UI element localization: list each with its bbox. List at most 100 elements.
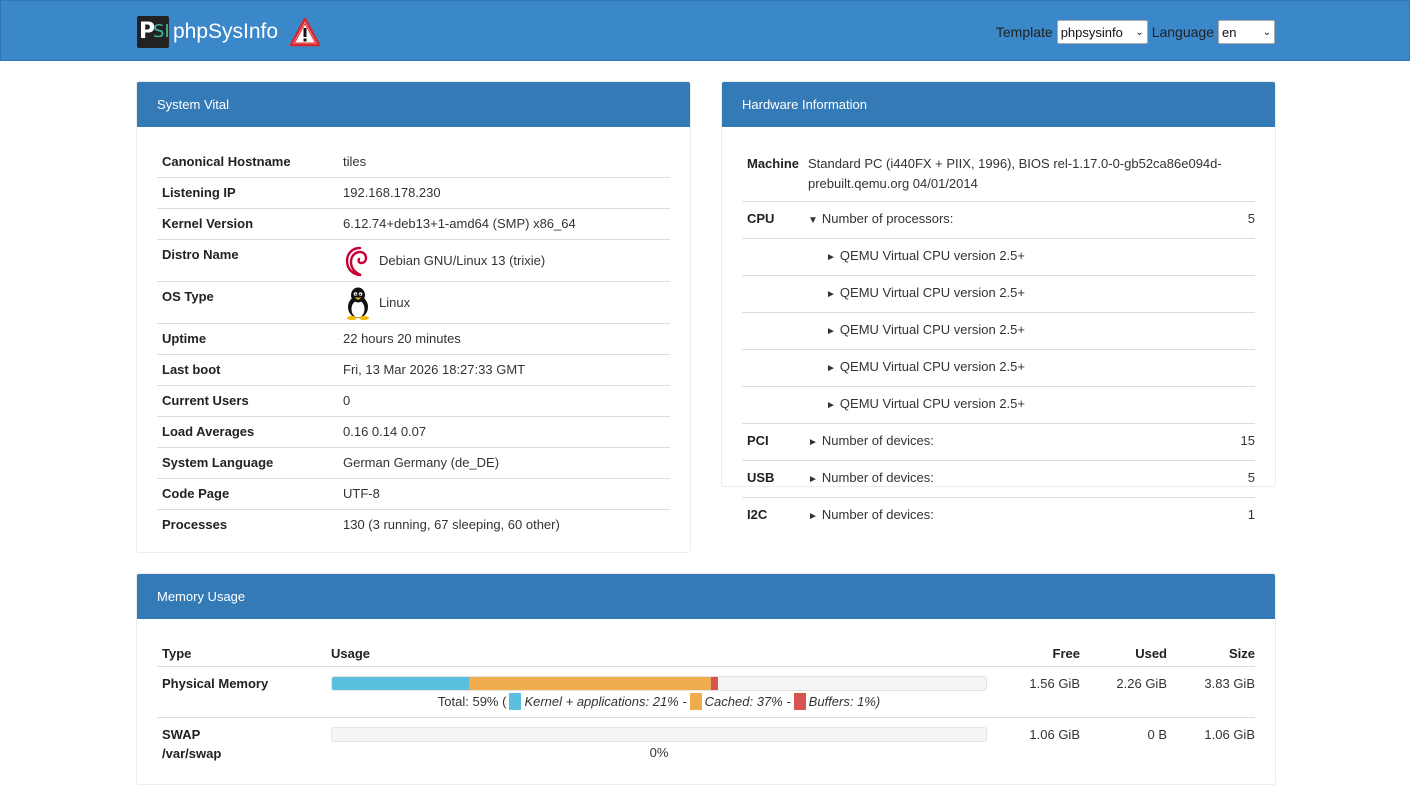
triangle-right-icon[interactable]: ►	[826, 400, 836, 411]
vital-label: OS Type	[162, 289, 214, 304]
physical-memory-row: Physical Memory Total: 59% (Kernel + app…	[157, 667, 1255, 718]
vital-row: System Language German Germany (de_DE)	[157, 448, 670, 479]
memory-usage-panel: Memory Usage Type Usage Free Used Size P…	[136, 573, 1276, 785]
vital-row: Load Averages 0.16 0.14 0.07	[157, 417, 670, 448]
i2c-row[interactable]: I2C ► Number of devices: 1	[742, 498, 1255, 535]
language-select[interactable]: en ⌄	[1218, 20, 1275, 44]
vital-value: UTF-8	[343, 486, 380, 501]
language-select-value: en	[1222, 24, 1237, 40]
usb-count: 5	[1247, 470, 1255, 485]
top-navbar: P SI phpSysInfo Template phpsysinfo ⌄ La…	[0, 0, 1410, 61]
pci-count-label: Number of devices:	[821, 433, 934, 448]
triangle-down-icon[interactable]: ▼	[808, 215, 818, 226]
swap-size: 1.06 GiB	[1204, 727, 1255, 742]
cached-segment	[469, 677, 712, 690]
cpu-item-row[interactable]: ► QEMU Virtual CPU version 2.5+	[742, 276, 1255, 313]
logo-letters-si: SI	[153, 21, 169, 42]
col-usage: Usage	[326, 641, 996, 667]
hardware-info-panel: Hardware Information Machine Standard PC…	[721, 81, 1276, 522]
cpu-item-label: QEMU Virtual CPU version 2.5+	[839, 322, 1025, 337]
vital-row: Canonical Hostname tiles	[157, 147, 670, 178]
triangle-right-icon[interactable]: ►	[808, 437, 818, 448]
physical-memory-bar	[331, 676, 987, 691]
col-used: Used	[1080, 641, 1167, 667]
brand-title[interactable]: phpSysInfo	[173, 20, 279, 43]
hardware-info-title[interactable]: Hardware Information	[722, 82, 1275, 127]
i2c-label: I2C	[747, 507, 768, 522]
template-label: Template	[995, 24, 1053, 40]
cpu-item-row[interactable]: ► QEMU Virtual CPU version 2.5+	[742, 387, 1255, 424]
vital-label: Listening IP	[162, 185, 236, 200]
cpu-item-label: QEMU Virtual CPU version 2.5+	[839, 359, 1025, 374]
swap-label: SWAP	[162, 727, 201, 742]
vital-value: Linux	[379, 295, 411, 310]
cpu-item-row[interactable]: ► QEMU Virtual CPU version 2.5+	[742, 350, 1255, 387]
system-vital-title[interactable]: System Vital	[137, 82, 690, 127]
vital-row: Code Page UTF-8	[157, 479, 670, 510]
vital-value: 22 hours 20 minutes	[343, 331, 461, 346]
vital-label: Kernel Version	[162, 216, 254, 231]
pci-row[interactable]: PCI ► Number of devices: 15	[742, 424, 1255, 461]
vital-row: Processes 130 (3 running, 67 sleeping, 60…	[157, 510, 670, 541]
triangle-right-icon[interactable]: ►	[826, 289, 836, 300]
vital-value: 6.12.74+deb13+1-amd64 (SMP) x86_64	[343, 216, 576, 231]
system-vital-table: Canonical Hostname tiles Listening IP 192.1…	[157, 147, 670, 540]
i2c-count: 1	[1247, 507, 1255, 522]
buffers-swatch	[793, 693, 806, 710]
cached-swatch	[689, 693, 702, 710]
cpu-item-label: QEMU Virtual CPU version 2.5+	[839, 248, 1025, 263]
machine-value: Standard PC (i440FX + PIIX, 1996), BIOS …	[808, 156, 1222, 191]
swap-usage-text: 0%	[649, 745, 669, 760]
vital-label: System Language	[162, 455, 274, 470]
vital-value: tiles	[343, 154, 367, 169]
machine-label: Machine	[747, 156, 800, 171]
vital-value: 0	[343, 393, 351, 408]
physical-memory-legend: Total: 59% (Kernel + applications: 21% -…	[331, 693, 987, 711]
vital-row: Last boot Fri, 13 Mar 2026 18:27:33 GMT	[157, 355, 670, 386]
kernel-text: Kernel + applications: 21% -	[524, 694, 687, 709]
brand[interactable]: P SI phpSysInfo	[137, 16, 321, 48]
cpu-label: CPU	[747, 211, 775, 226]
cached-text: Cached: 37% -	[704, 694, 791, 709]
pci-count: 15	[1240, 433, 1255, 448]
usb-count-label: Number of devices:	[821, 470, 934, 485]
swap-sublabel: /var/swap	[162, 746, 222, 761]
usb-row[interactable]: USB ► Number of devices: 5	[742, 461, 1255, 498]
vital-value: 130 (3 running, 67 sleeping, 60 other)	[343, 517, 560, 532]
triangle-right-icon[interactable]: ►	[808, 511, 818, 522]
physical-memory-label: Physical Memory	[162, 676, 269, 691]
vital-label: Last boot	[162, 362, 221, 377]
machine-row: Machine Standard PC (i440FX + PIIX, 1996…	[742, 147, 1255, 202]
vital-value: Fri, 13 Mar 2026 18:27:33 GMT	[343, 362, 526, 377]
template-select-value: phpsysinfo	[1060, 24, 1123, 40]
top-controls: Template phpsysinfo ⌄ Language en ⌄	[996, 20, 1275, 44]
vital-row: OS Type Linux	[157, 282, 670, 324]
triangle-right-icon[interactable]: ►	[826, 363, 836, 374]
col-free: Free	[996, 641, 1080, 667]
col-size: Size	[1167, 641, 1255, 667]
cpu-item-row[interactable]: ► QEMU Virtual CPU version 2.5+	[742, 239, 1255, 276]
vital-value: 192.168.178.230	[343, 185, 441, 200]
system-vital-panel: System Vital Canonical Hostname tiles List…	[136, 81, 691, 553]
cpu-count-label: Number of processors:	[821, 211, 954, 226]
memory-usage-title[interactable]: Memory Usage	[137, 574, 1275, 619]
vital-value: German Germany (de_DE)	[343, 455, 500, 470]
cpu-item-row[interactable]: ► QEMU Virtual CPU version 2.5+	[742, 313, 1255, 350]
vital-row: Listening IP 192.168.178.230	[157, 178, 670, 209]
physical-free: 1.56 GiB	[1029, 676, 1080, 691]
triangle-right-icon[interactable]: ►	[826, 252, 836, 263]
triangle-right-icon[interactable]: ►	[826, 326, 836, 337]
vital-label: Code Page	[162, 486, 230, 501]
vital-row: Uptime 22 hours 20 minutes	[157, 324, 670, 355]
buffers-text: Buffers: 1%)	[808, 694, 881, 709]
col-type: Type	[157, 641, 326, 667]
vital-label: Canonical Hostname	[162, 154, 291, 169]
triangle-right-icon[interactable]: ►	[808, 474, 818, 485]
warning-icon[interactable]	[290, 17, 321, 47]
chevron-down-icon: ⌄	[1135, 26, 1144, 38]
physical-size: 3.83 GiB	[1204, 676, 1255, 691]
cpu-row[interactable]: CPU ▼ Number of processors: 5	[742, 202, 1255, 239]
chevron-down-icon: ⌄	[1262, 26, 1271, 38]
vital-label: Uptime	[162, 331, 207, 346]
template-select[interactable]: phpsysinfo ⌄	[1056, 20, 1148, 44]
